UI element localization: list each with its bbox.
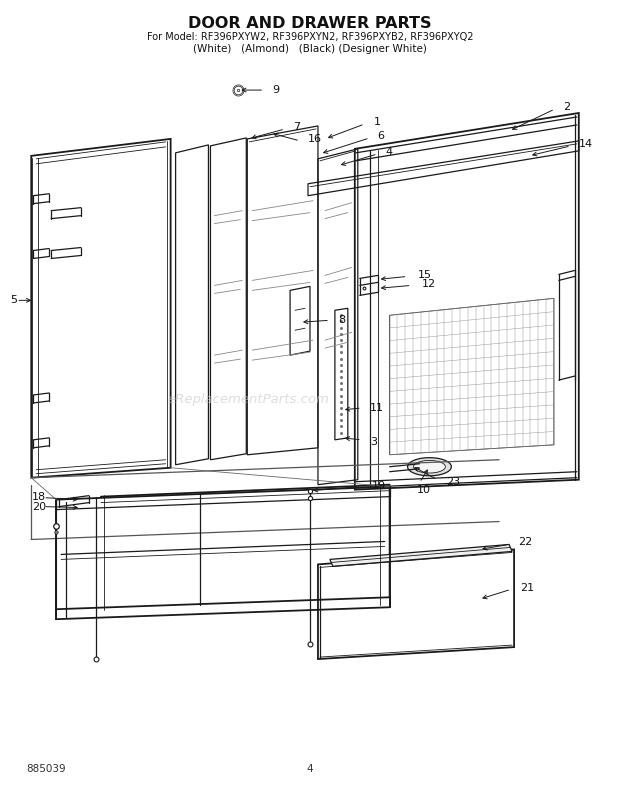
- Text: 19: 19: [372, 481, 386, 490]
- Text: 2: 2: [563, 102, 570, 112]
- Text: 4: 4: [386, 147, 393, 157]
- Polygon shape: [407, 457, 451, 476]
- Text: 6: 6: [378, 131, 384, 141]
- Text: 14: 14: [579, 139, 593, 149]
- Text: 11: 11: [370, 403, 384, 413]
- Text: 22: 22: [518, 538, 533, 548]
- Text: (White)   (Almond)   (Black) (Designer White): (White) (Almond) (Black) (Designer White…: [193, 44, 427, 54]
- Text: 885039: 885039: [26, 764, 66, 773]
- Text: 15: 15: [417, 270, 432, 281]
- Text: 23: 23: [446, 476, 461, 487]
- Text: 1: 1: [374, 117, 381, 127]
- Text: 5: 5: [11, 296, 17, 305]
- Text: 16: 16: [308, 134, 322, 144]
- Polygon shape: [330, 545, 512, 567]
- Text: 9: 9: [272, 85, 279, 95]
- Text: 20: 20: [32, 501, 46, 512]
- Text: 21: 21: [520, 583, 534, 593]
- Text: 10: 10: [417, 485, 430, 494]
- Text: 7: 7: [293, 122, 300, 132]
- Text: 4: 4: [307, 764, 313, 773]
- Text: eReplacementParts.com: eReplacementParts.com: [167, 394, 329, 406]
- Text: 3: 3: [370, 437, 377, 446]
- Text: For Model: RF396PXYW2, RF396PXYN2, RF396PXYB2, RF396PXYQ2: For Model: RF396PXYW2, RF396PXYN2, RF396…: [147, 32, 473, 42]
- Text: 12: 12: [422, 279, 436, 289]
- Text: 8: 8: [338, 315, 345, 325]
- Polygon shape: [414, 461, 445, 473]
- Text: 18: 18: [32, 491, 46, 501]
- Text: DOOR AND DRAWER PARTS: DOOR AND DRAWER PARTS: [188, 16, 432, 31]
